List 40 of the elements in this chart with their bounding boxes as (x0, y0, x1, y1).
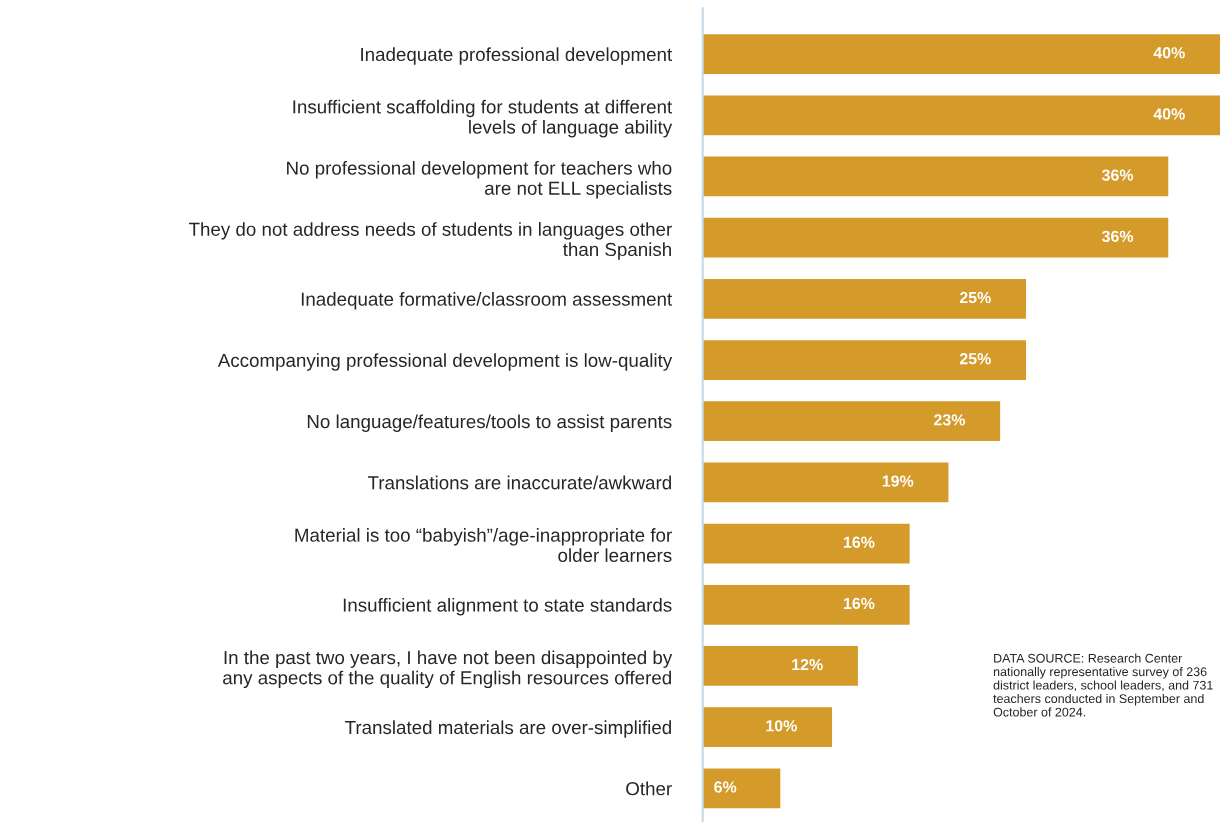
bar (702, 462, 949, 503)
data-label: 40% (1153, 108, 1185, 120)
bar (702, 156, 1169, 197)
y-tick-label: Insufficient scaffolding for students at different levels of language ability (293, 99, 673, 138)
bar (702, 217, 1169, 258)
data-label: 40% (1153, 47, 1185, 59)
y-tick-label: Translated materials are over-simplified (345, 720, 671, 738)
bar (702, 646, 858, 686)
bar (702, 768, 781, 809)
data-label: 25% (959, 353, 991, 365)
bar (702, 340, 1027, 380)
y-tick-label: Material is too “babyish”/age-inappropriate for older learners (295, 528, 672, 563)
bar (702, 584, 910, 625)
bar (702, 95, 1220, 136)
data-label: 16% (843, 597, 875, 610)
data-label: 10% (766, 720, 797, 732)
data-label: 12% (792, 658, 823, 671)
bar (702, 278, 1027, 319)
data-label: 25% (959, 291, 991, 304)
y-tick-label: No language/features/tools to assist parents (307, 414, 672, 432)
data-label: 6% (714, 781, 737, 793)
annotation: DATA SOURCE: Research Center nationally representative survey of 236 district leaders, school leaders, and 731 teachers conducted in September and October of 2024. (993, 653, 1213, 717)
y-tick-label: Accompanying professional development is low-quality (217, 353, 673, 371)
data-label: 19% (882, 475, 914, 487)
bar (702, 401, 1001, 442)
y-tick-label: They do not address needs of students in languages other than Spanish (188, 222, 672, 260)
y-tick-label: In the past two years, I have not been disappointed by any aspects of the quality of English resources offered (223, 650, 673, 689)
bar (702, 523, 910, 564)
data-label: 36% (1101, 169, 1134, 181)
y-tick-label: Inadequate formative/classroom assessment (301, 292, 673, 310)
y-tick-label: Insufficient alignment to state standards (343, 597, 672, 616)
bar (702, 34, 1220, 74)
y-tick-label: Translations are inaccurate/awkward (367, 475, 671, 490)
y-tick-label: Other (626, 781, 672, 796)
y-tick-label: Inadequate professional development (361, 47, 673, 65)
data-label: 16% (843, 536, 875, 548)
data-label: 23% (934, 414, 966, 426)
y-tick-label: No professional development for teachers who are not ELL specialists (287, 160, 672, 199)
data-label: 36% (1101, 230, 1134, 242)
bar (702, 707, 833, 748)
